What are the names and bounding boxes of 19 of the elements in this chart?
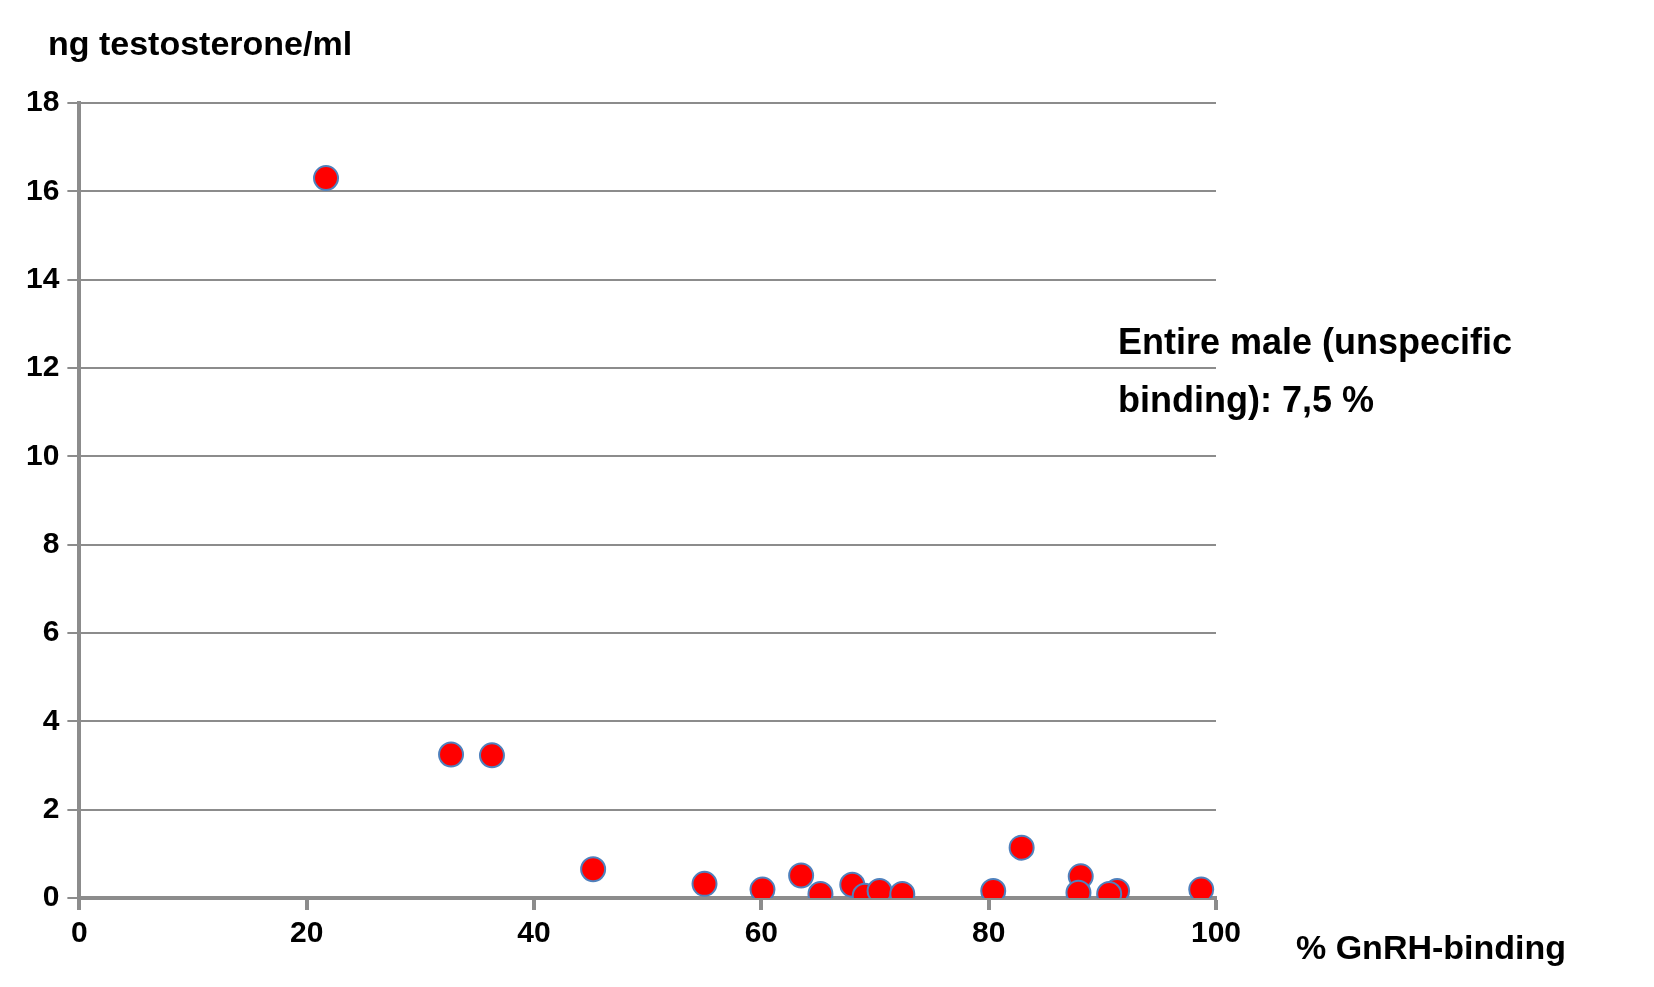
y-tick-label: 0 [42, 879, 60, 913]
annotation: Entire male (unspecific binding): 7,5 % [1118, 320, 1514, 422]
y-tick-label: 18 [25, 84, 60, 118]
x-tick-label: 20 [290, 915, 324, 949]
x-tick-label: 0 [71, 915, 88, 949]
y-tick-label: 2 [42, 790, 60, 824]
x-tick-label: 60 [744, 915, 779, 949]
y-tick-label: 10 [25, 437, 60, 471]
y-tick-label: 8 [42, 525, 60, 559]
x-axis-title: % GnRH-binding [1296, 928, 1567, 967]
y-tick-label: 4 [42, 702, 60, 736]
y-tick-label: 16 [25, 172, 60, 206]
x-tick-label: 80 [971, 915, 1006, 949]
y-axis-title: ng testosterone/ml [48, 24, 353, 63]
y-tick-label: 14 [25, 260, 60, 294]
y-tick-label: 12 [25, 349, 60, 383]
x-tick-label: 100 [1190, 915, 1242, 949]
y-tick-label: 6 [42, 614, 60, 648]
x-tick-label: 40 [517, 915, 551, 949]
